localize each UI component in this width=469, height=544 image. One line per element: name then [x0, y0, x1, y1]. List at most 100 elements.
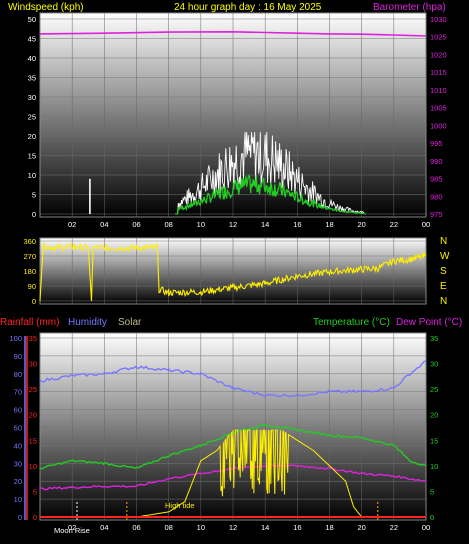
- x-tick-label: 16: [293, 523, 301, 532]
- compass-label: E: [440, 281, 447, 292]
- wind-tick-label: 15: [28, 152, 36, 161]
- temp-tick-label: 10: [430, 462, 438, 471]
- rain-tick-label: 20: [29, 411, 37, 420]
- compass-label: N: [440, 236, 447, 247]
- rain-tick-label: 5: [33, 487, 37, 496]
- baro-tick-label: 1030: [430, 15, 447, 24]
- x-tick-label: 08: [164, 523, 172, 532]
- dewpoint-label: Dew Point (°C): [396, 317, 462, 328]
- wind-tick-label: 30: [28, 93, 36, 102]
- humidity-tick-label: 0: [18, 513, 22, 522]
- baro-tick-label: 985: [430, 175, 443, 184]
- wind-tick-label: 50: [28, 15, 36, 24]
- humidity-tick-label: 40: [14, 441, 22, 450]
- humidity-tick-label: 50: [14, 424, 22, 433]
- humidity-tick-label: 80: [14, 370, 22, 379]
- x-tick-label: 04: [100, 220, 108, 229]
- rain-tick-label: 25: [29, 385, 37, 394]
- x-tick-label: 02: [68, 220, 76, 229]
- direction-tick-label: 360: [23, 237, 36, 246]
- x-tick-label: 08: [164, 220, 172, 229]
- dewpoint-line: [40, 464, 427, 491]
- x-tick-label: 00: [422, 523, 430, 532]
- x-tick-label: 18: [325, 523, 333, 532]
- humidity-tick-label: 20: [14, 477, 22, 486]
- humidity-tick-label: 100: [9, 334, 22, 343]
- x-tick-label: 22: [390, 523, 398, 532]
- rain-tick-label: 35: [29, 334, 37, 343]
- x-tick-label: 10: [197, 220, 205, 229]
- barometer-line: [39, 30, 427, 37]
- baro-tick-label: 975: [430, 210, 443, 219]
- humidity-line: [39, 360, 426, 398]
- temp-tick-label: 25: [430, 385, 438, 394]
- temp-tick-label: 0: [430, 513, 434, 522]
- moon-rise-label: Moon Rise: [54, 526, 90, 535]
- baro-tick-label: 1020: [430, 50, 447, 59]
- wind-tick-label: 40: [28, 54, 36, 63]
- wind-tick-label: 45: [28, 35, 36, 44]
- x-tick-label: 14: [261, 523, 269, 532]
- wind-tick-label: 35: [28, 74, 36, 83]
- rain-tick-label: 0: [33, 513, 37, 522]
- humidity-tick-label: 90: [14, 352, 22, 361]
- wind-direction-line: [39, 242, 427, 302]
- high-tide-label: High tide: [165, 501, 195, 510]
- wind-tick-label: 10: [28, 171, 36, 180]
- x-tick-label: 12: [229, 220, 237, 229]
- rain-tick-label: 10: [29, 462, 37, 471]
- x-tick-label: 20: [357, 220, 365, 229]
- temperature-label: Temperature (°C): [313, 317, 390, 328]
- temp-tick-label: 35: [430, 334, 438, 343]
- rain-tick-label: 30: [29, 360, 37, 369]
- x-tick-label: 00: [422, 220, 430, 229]
- baro-axis-title: Barometer (hpa): [373, 2, 446, 13]
- baro-tick-label: 1010: [430, 86, 447, 95]
- wind-gust-line: [175, 132, 366, 215]
- humidity-tick-label: 70: [14, 388, 22, 397]
- chart-title: 24 hour graph day : 16 May 2025: [174, 2, 322, 13]
- wind-tick-label: 20: [28, 132, 36, 141]
- rain-axis-title: Rainfall (mm): [0, 317, 59, 328]
- direction-tick-label: 90: [28, 282, 36, 291]
- direction-tick-label: 270: [23, 252, 36, 261]
- x-tick-label: 14: [261, 220, 269, 229]
- compass-label: N: [440, 296, 447, 307]
- humidity-label: Humidity: [68, 317, 107, 328]
- compass-label: W: [440, 251, 450, 262]
- x-tick-label: 06: [132, 220, 140, 229]
- direction-tick-label: 0: [32, 297, 36, 306]
- rain-tick-label: 15: [29, 436, 37, 445]
- x-tick-label: 22: [390, 220, 398, 229]
- baro-tick-label: 1000: [430, 121, 447, 130]
- wind-average-line: [175, 173, 366, 215]
- x-tick-label: 06: [132, 523, 140, 532]
- baro-tick-label: 980: [430, 192, 443, 201]
- x-tick-label: 16: [293, 220, 301, 229]
- temp-tick-label: 30: [430, 360, 438, 369]
- humidity-tick-label: 60: [14, 406, 22, 415]
- temp-tick-label: 20: [430, 411, 438, 420]
- wind-axis-title: Windspeed (kph): [8, 2, 84, 13]
- solar-label: Solar: [118, 317, 142, 328]
- x-tick-label: 10: [197, 523, 205, 532]
- wind-tick-label: 5: [32, 191, 36, 200]
- wind-tick-label: 25: [28, 113, 36, 122]
- temp-tick-label: 15: [430, 436, 438, 445]
- compass-label: S: [440, 266, 447, 277]
- x-tick-label: 18: [325, 220, 333, 229]
- temp-tick-label: 5: [430, 487, 434, 496]
- baro-tick-label: 1015: [430, 68, 447, 77]
- baro-tick-label: 1005: [430, 104, 447, 113]
- direction-tick-label: 180: [23, 267, 36, 276]
- humidity-tick-label: 10: [14, 495, 22, 504]
- baro-tick-label: 990: [430, 157, 443, 166]
- baro-tick-label: 995: [430, 139, 443, 148]
- x-tick-label: 20: [357, 523, 365, 532]
- humidity-tick-label: 30: [14, 459, 22, 468]
- x-tick-label: 12: [229, 523, 237, 532]
- baro-tick-label: 1025: [430, 33, 447, 42]
- x-tick-label: 02: [68, 523, 76, 532]
- wind-tick-label: 0: [32, 210, 36, 219]
